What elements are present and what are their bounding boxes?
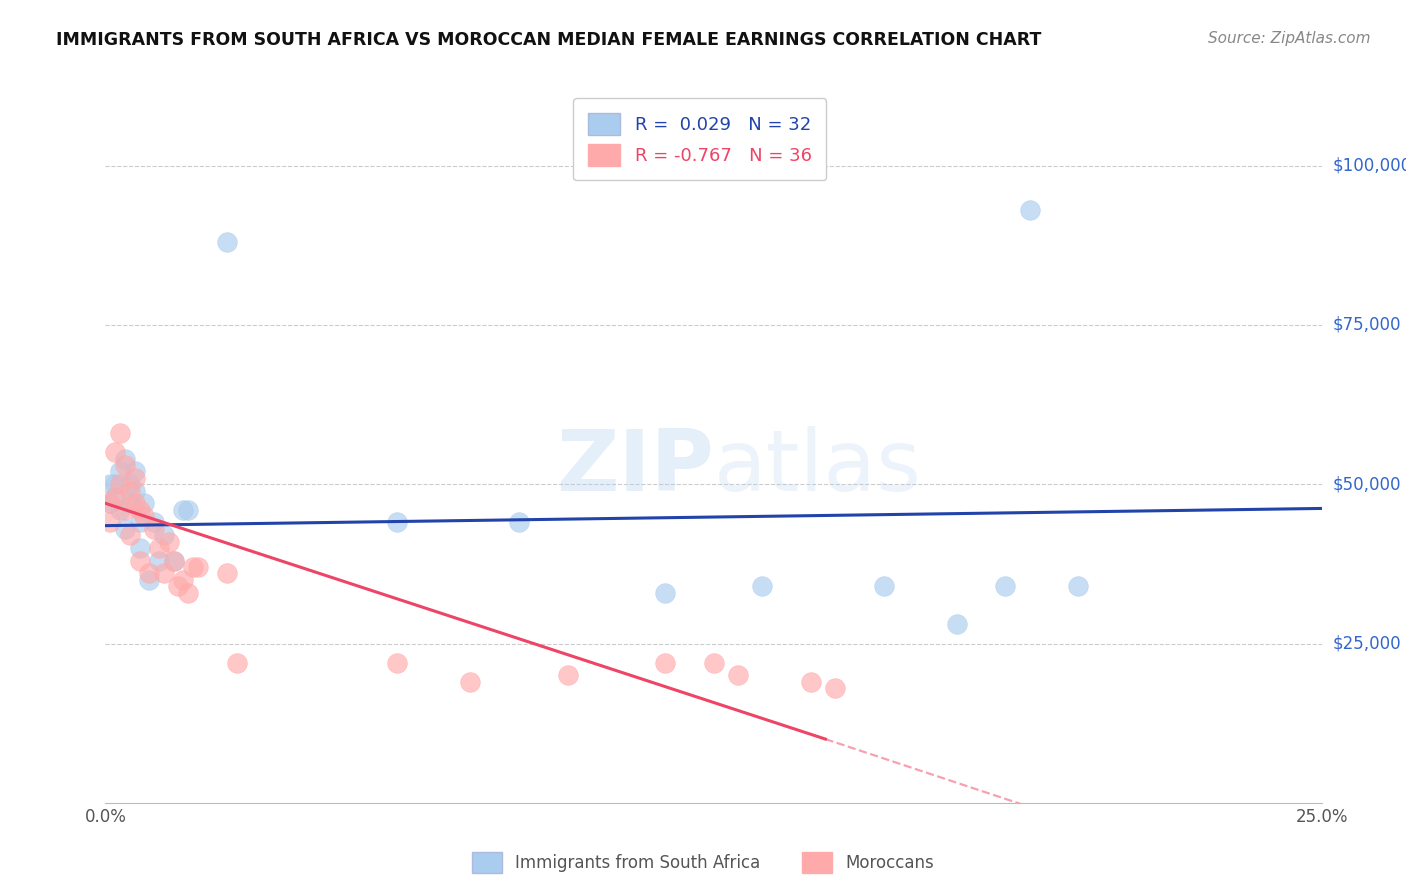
Point [114,458,136,472]
Point [114,502,136,516]
Legend: R =  0.029   N = 32, R = -0.767   N = 36: R = 0.029 N = 32, R = -0.767 N = 36 [574,98,827,180]
Point [98,496,121,510]
Point [172,573,194,587]
Point [114,451,136,466]
Point [187,560,209,574]
Point [1018,203,1040,218]
Point [118,477,141,491]
Point [124,465,146,479]
Point [124,471,146,485]
Point [873,579,896,593]
Point [727,668,749,682]
Point [104,490,127,504]
Text: $100,000: $100,000 [1333,157,1406,175]
Point [118,528,141,542]
Text: atlas: atlas [713,425,921,509]
Text: IMMIGRANTS FROM SOUTH AFRICA VS MOROCCAN MEDIAN FEMALE EARNINGS CORRELATION CHAR: IMMIGRANTS FROM SOUTH AFRICA VS MOROCCAN… [56,31,1042,49]
Text: $25,000: $25,000 [1333,634,1402,653]
Point [654,656,676,670]
Point [134,509,156,524]
Point [128,516,150,530]
Point [153,566,176,581]
Text: $75,000: $75,000 [1333,316,1402,334]
Point [118,496,141,510]
Point [124,496,146,510]
Point [994,579,1017,593]
Point [98,477,121,491]
Point [148,541,170,555]
Point [387,656,409,670]
Point [118,483,141,498]
Point [387,516,409,530]
Point [108,465,131,479]
Point [945,617,967,632]
Point [148,554,170,568]
Text: $50,000: $50,000 [1333,475,1402,493]
Point [177,585,200,599]
Point [177,502,200,516]
Point [162,554,184,568]
Point [98,496,121,510]
Point [157,534,180,549]
Point [128,541,150,555]
Point [104,490,127,504]
Point [114,522,136,536]
Point [104,445,127,459]
Point [153,528,176,542]
Point [824,681,846,695]
Point [108,502,131,516]
Point [751,579,773,593]
Point [172,502,194,516]
Point [108,426,131,441]
Point [134,496,156,510]
Point [458,674,481,689]
Point [124,483,146,498]
Point [138,566,160,581]
Point [138,573,160,587]
Point [128,554,150,568]
Point [108,477,131,491]
Text: ZIP: ZIP [555,425,713,509]
Point [104,477,127,491]
Point [98,516,121,530]
Point [800,674,823,689]
Point [702,656,725,670]
Point [1067,579,1090,593]
Point [654,585,676,599]
Point [217,566,239,581]
Point [217,235,239,249]
Point [162,554,184,568]
Point [143,522,166,536]
Point [143,516,166,530]
Point [225,656,247,670]
Point [167,579,190,593]
Point [557,668,579,682]
Legend: Immigrants from South Africa, Moroccans: Immigrants from South Africa, Moroccans [465,846,941,880]
Point [508,516,530,530]
Point [128,502,150,516]
Point [181,560,204,574]
Text: Source: ZipAtlas.com: Source: ZipAtlas.com [1208,31,1371,46]
